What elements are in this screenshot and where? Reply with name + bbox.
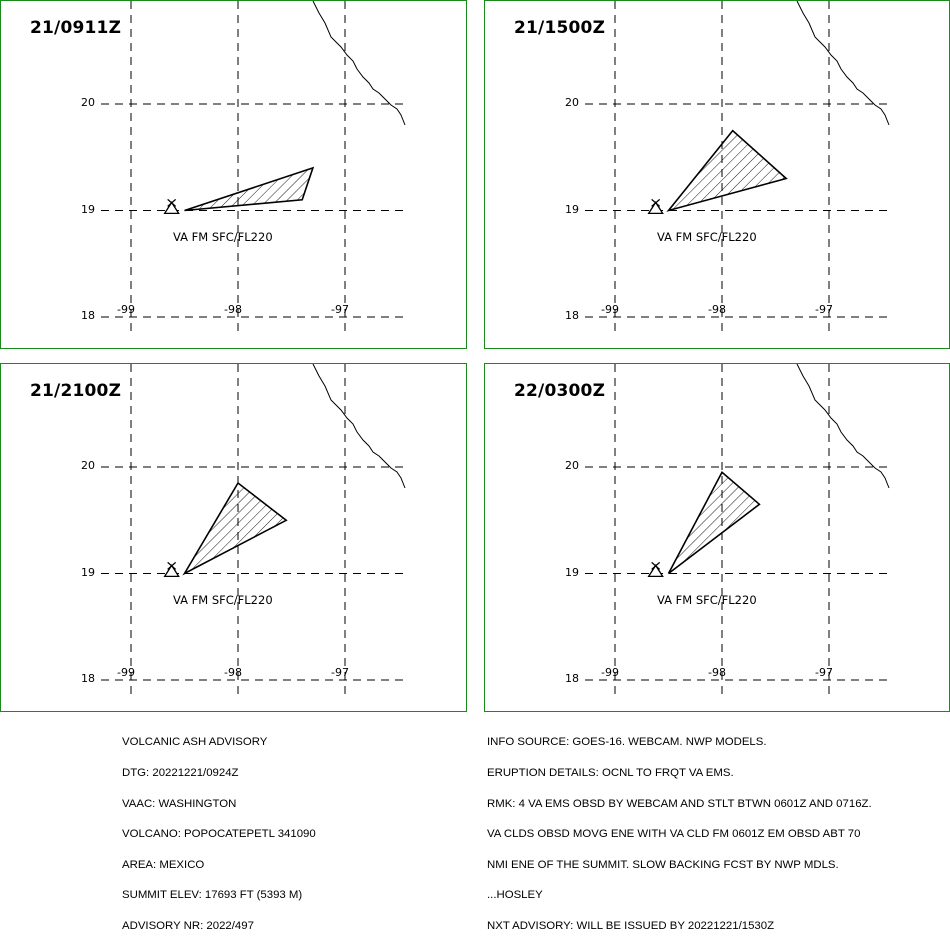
panel-time-label: 21/2100Z [30, 381, 122, 401]
advisory-line: INFO SOURCE: GOES-16. WEBCAM. NWP MODELS… [487, 736, 767, 749]
coastline [312, 364, 406, 489]
longitude-label: -97 [331, 666, 349, 679]
longitude-label: -97 [815, 303, 833, 316]
advisory-line: NXT ADVISORY: WILL BE ISSUED BY 20221221… [487, 920, 775, 933]
latitude-label: 18 [81, 309, 95, 322]
longitude-label: -97 [331, 303, 349, 316]
ash-cloud-polygon [184, 166, 315, 212]
map-canvas-2 [585, 1, 890, 336]
layer-label: VA FM SFC/FL220 [173, 593, 273, 607]
latitude-label: 18 [565, 309, 579, 322]
coastline [796, 1, 890, 126]
advisory-line: VOLCANO: POPOCATEPETL 341090 [122, 828, 316, 841]
latitude-label: 19 [81, 202, 95, 216]
coastline [796, 364, 890, 489]
latitude-label: 19 [565, 565, 579, 579]
layer-label: VA FM SFC/FL220 [173, 230, 273, 244]
map-panel-2: 21/1500Z 20 19 18 -99 -98 -97 VA FM SFC/FL220 [484, 0, 950, 349]
volcano-triangle-icon [163, 198, 180, 215]
panel-time-label: 21/1500Z [514, 18, 606, 38]
advisory-line: VA CLDS OBSD MOVG ENE WITH VA CLD FM 060… [487, 828, 861, 841]
advisory-remarks-block: INFO SOURCE: GOES-16. WEBCAM. NWP MODELS… [487, 717, 872, 941]
panel-time-label: 22/0300Z [514, 381, 606, 401]
coastline [312, 1, 406, 126]
latitude-label: 20 [81, 459, 95, 472]
latitude-label: 18 [565, 672, 579, 685]
latitude-label: 20 [565, 459, 579, 472]
latitude-label: 20 [565, 96, 579, 109]
volcano-triangle-icon [163, 561, 180, 578]
longitude-label: -98 [708, 666, 726, 679]
longitude-label: -99 [117, 666, 135, 679]
advisory-line: ...HOSLEY [487, 889, 543, 902]
ash-cloud-polygon [667, 471, 761, 575]
panel-time-label: 21/0911Z [30, 18, 122, 38]
ash-cloud-polygon [666, 129, 788, 212]
advisory-line: ERUPTION DETAILS: OCNL TO FRQT VA EMS. [487, 767, 734, 780]
longitude-label: -97 [815, 666, 833, 679]
advisory-line: ADVISORY NR: 2022/497 [122, 920, 254, 933]
map-canvas-1 [101, 1, 406, 336]
map-panel-3: 21/2100Z 20 19 18 -99 -98 -97 VA FM SFC/FL220 [0, 363, 467, 712]
latitude-label: 19 [81, 565, 95, 579]
latitude-label: 19 [565, 202, 579, 216]
map-panel-1: 21/0911Z 20 19 18 -99 -98 -97 VA FM SFC/FL220 [0, 0, 467, 349]
advisory-line: NMI ENE OF THE SUMMIT. SLOW BACKING FCST… [487, 858, 839, 871]
advisory-line: SUMMIT ELEV: 17693 FT (5393 M) [122, 889, 303, 902]
advisory-line: DTG: 20221221/0924Z [122, 767, 239, 780]
longitude-label: -98 [708, 303, 726, 316]
longitude-label: -99 [117, 303, 135, 316]
volcano-triangle-icon [647, 198, 664, 215]
longitude-label: -98 [224, 666, 242, 679]
latitude-label: 18 [81, 672, 95, 685]
advisory-header-block: VOLCANIC ASH ADVISORY DTG: 20221221/0924… [122, 717, 316, 941]
map-panel-4: 22/0300Z 20 19 18 -99 -98 -97 VA FM SFC/FL220 [484, 363, 950, 712]
advisory-line: VOLCANIC ASH ADVISORY [122, 736, 268, 749]
longitude-label: -99 [601, 666, 619, 679]
advisory-line: RMK: 4 VA EMS OBSD BY WEBCAM AND STLT BT… [487, 797, 872, 810]
advisory-line: VAAC: WASHINGTON [122, 797, 237, 810]
latitude-label: 20 [81, 96, 95, 109]
map-canvas-4 [585, 364, 890, 699]
longitude-label: -99 [601, 303, 619, 316]
volcano-triangle-icon [647, 561, 664, 578]
ash-cloud-polygon [182, 481, 288, 576]
layer-label: VA FM SFC/FL220 [657, 230, 757, 244]
layer-label: VA FM SFC/FL220 [657, 593, 757, 607]
map-canvas-3 [101, 364, 406, 699]
longitude-label: -98 [224, 303, 242, 316]
advisory-line: AREA: MEXICO [122, 858, 205, 871]
